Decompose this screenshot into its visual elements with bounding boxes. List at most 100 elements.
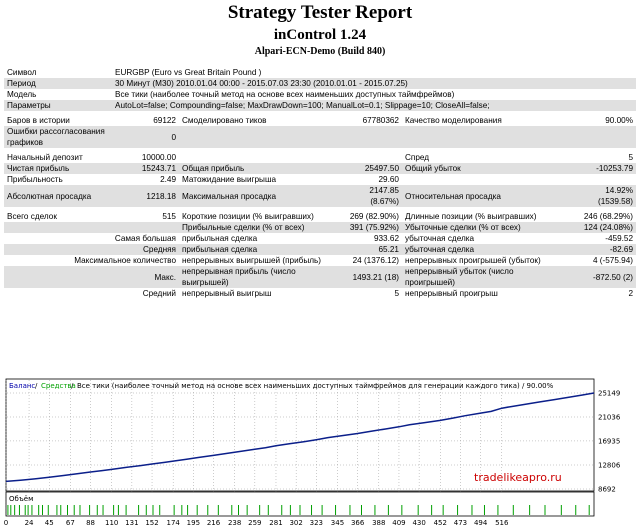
x-tick-label: 345 [331, 519, 344, 527]
x-tick-label: 259 [248, 519, 261, 527]
x-tick-label: 473 [454, 519, 467, 527]
max-drawdown-percent: (8.67%) [370, 197, 399, 206]
x-tick-label: 110 [105, 519, 118, 527]
max-count-label: Максимальное количество [74, 256, 176, 265]
abs-drawdown-label: Абсолютная просадка [4, 185, 112, 207]
bars-value: 69122 [153, 116, 176, 125]
deposit-value: 10000.00 [141, 153, 176, 162]
average-profit-label: прибыльная сделка [179, 244, 332, 255]
profit-row: Чистая прибыль 15243.71 Общая прибыль 25… [4, 163, 637, 174]
spread-value: 5 [628, 153, 634, 162]
short-positions-value: 269 (82.90%) [349, 212, 399, 221]
deposit-label: Начальный депозит [7, 153, 83, 162]
model-row: Модель Все тики (наиболее точный метод н… [4, 89, 636, 100]
avg-wins-value: 5 [394, 289, 399, 298]
y-tick-label: 25149 [598, 390, 620, 398]
largest-label: Самая большая [114, 234, 176, 243]
long-positions-label: Длинные позиции (% выигравших) [405, 212, 537, 221]
expected-payoff-label: Матожидание выигрыша [182, 175, 277, 184]
period-row: Период 30 Минут (M30) 2010.01.04 00:00 -… [4, 78, 637, 89]
net-profit-value: 15243.71 [112, 163, 179, 174]
cons-losses-value: 4 (-575.94) [592, 256, 634, 265]
quality-value: 90.00% [605, 116, 634, 125]
trades-row: Всего сделок 515 Короткие позиции (% выи… [4, 211, 636, 222]
x-tick-label: 0 [4, 519, 8, 527]
model-label: Модель [7, 90, 37, 99]
total-trades-value: 515 [162, 212, 176, 221]
y-tick-label: 21036 [598, 413, 621, 421]
abs-drawdown-value: 1218.18 [112, 185, 179, 207]
model-value: Все тики (наиболее точный метод на основ… [115, 90, 455, 99]
y-tick-label: 16935 [598, 437, 620, 445]
server-name: Alpari-ECN-Demo (Build 840) [254, 46, 386, 57]
cons-loss-label: непрерывный убыток (число проигрышей) [402, 266, 562, 288]
x-tick-label: 302 [289, 519, 302, 527]
period-value: 30 Минут (M30) 2010.01.04 00:00 - 2015.0… [112, 78, 637, 89]
x-tick-label: 452 [434, 519, 447, 527]
y-tick-label: 8692 [598, 486, 616, 494]
drawdown-row: Абсолютная просадка 1218.18 Максимальная… [4, 185, 637, 207]
symbol-label: Символ [7, 68, 37, 77]
cons-profit-value: 1493.21 (18) [332, 266, 402, 288]
x-tick-label: 45 [45, 519, 54, 527]
cons-losses-label: непрерывных проигрышей (убыток) [405, 256, 541, 265]
average-loss-label: убыточная сделка [402, 244, 562, 255]
net-profit-label: Чистая прибыль [4, 163, 112, 174]
x-tick-label: 516 [495, 519, 509, 527]
svg-text:/: / [35, 382, 38, 390]
x-tick-label: 216 [207, 519, 221, 527]
average-row: Средняя прибыльная сделка 65.21 убыточна… [4, 244, 637, 255]
long-positions-value: 246 (68.29%) [583, 212, 634, 221]
chart-x-ticks: 0 24 45 67 88 110 131 152 174 195 216 238 259 281 302 3… [4, 519, 509, 527]
max-count-row: Максимальное количество непрерывных выиг… [4, 255, 636, 266]
params-row: Параметры AutoLot=false; Compounding=fal… [4, 100, 637, 111]
report-table: Символ EURGBP (Euro vs Great Britain Pou… [4, 67, 637, 299]
x-tick-label: 409 [392, 519, 405, 527]
loss-trades-label: Убыточные сделки (% от всех) [402, 222, 562, 233]
avg-label: Средний [142, 289, 176, 298]
expected-payoff-value: 29.60 [378, 175, 400, 184]
ticks-value: 67780362 [362, 116, 399, 125]
cons-loss-value: -872.50 (2) [562, 266, 637, 288]
avg-cons-row: Средний непрерывный выигрыш 5 непрерывны… [4, 288, 636, 299]
max-drawdown-value: 2147.85 (8.67%) [332, 185, 402, 207]
x-tick-label: 238 [228, 519, 241, 527]
errors-value: 0 [112, 126, 179, 148]
deposit-row: Начальный депозит 10000.00 Спред 5 [4, 152, 636, 163]
x-tick-label: 88 [86, 519, 95, 527]
max-label: Макс. [4, 266, 179, 288]
x-tick-label: 366 [351, 519, 365, 527]
x-tick-label: 323 [310, 519, 323, 527]
report-title: Strategy Tester Report [227, 2, 413, 23]
max-drawdown-label: Максимальная просадка [179, 185, 332, 207]
profit-factor-label: Прибыльность [7, 175, 63, 184]
total-trades-label: Всего сделок [7, 212, 57, 221]
largest-profit-value: 933.62 [373, 234, 399, 243]
ticks-label: Смоделировано тиков [182, 116, 267, 125]
params-value: AutoLot=false; Compounding=false; MaxDra… [112, 100, 637, 111]
gross-loss-label: Общий убыток [402, 163, 562, 174]
cons-wins-value: 24 (1376.12) [352, 256, 399, 265]
pf-row: Прибыльность 2.49 Матожидание выигрыша 2… [4, 174, 636, 185]
short-positions-label: Короткие позиции (% выигравших) [182, 212, 314, 221]
expert-name: inControl 1.24 [273, 27, 367, 43]
y-tick-label: 12806 [598, 462, 621, 470]
balance-chart: Баланс / Средства / Все тики (наиболее т… [4, 377, 636, 527]
symbol-row: Символ EURGBP (Euro vs Great Britain Pou… [4, 67, 636, 78]
average-loss-value: -82.69 [562, 244, 637, 255]
largest-profit-label: прибыльная сделка [182, 234, 258, 243]
spread-label: Спред [405, 153, 430, 162]
max-cons-row: Макс. непрерывная прибыль (число выигрыш… [4, 266, 637, 288]
legend-model: Все тики (наиболее точный метод на основ… [77, 382, 554, 390]
average-profit-value: 65.21 [332, 244, 402, 255]
balance-line [5, 392, 595, 483]
average-label: Средняя [4, 244, 179, 255]
bars-row: Баров в истории 69122 Смоделировано тико… [4, 115, 636, 126]
x-tick-label: 195 [187, 519, 200, 527]
x-tick-label: 430 [412, 519, 425, 527]
params-label: Параметры [4, 100, 112, 111]
gross-loss-value: -10253.79 [562, 163, 637, 174]
watermark: tradelikeapro.ru [474, 471, 562, 484]
rel-drawdown-value: 14.92% (1539.58) [562, 185, 637, 207]
profit-trades-label: Прибыльные сделки (% от всех) [179, 222, 332, 233]
